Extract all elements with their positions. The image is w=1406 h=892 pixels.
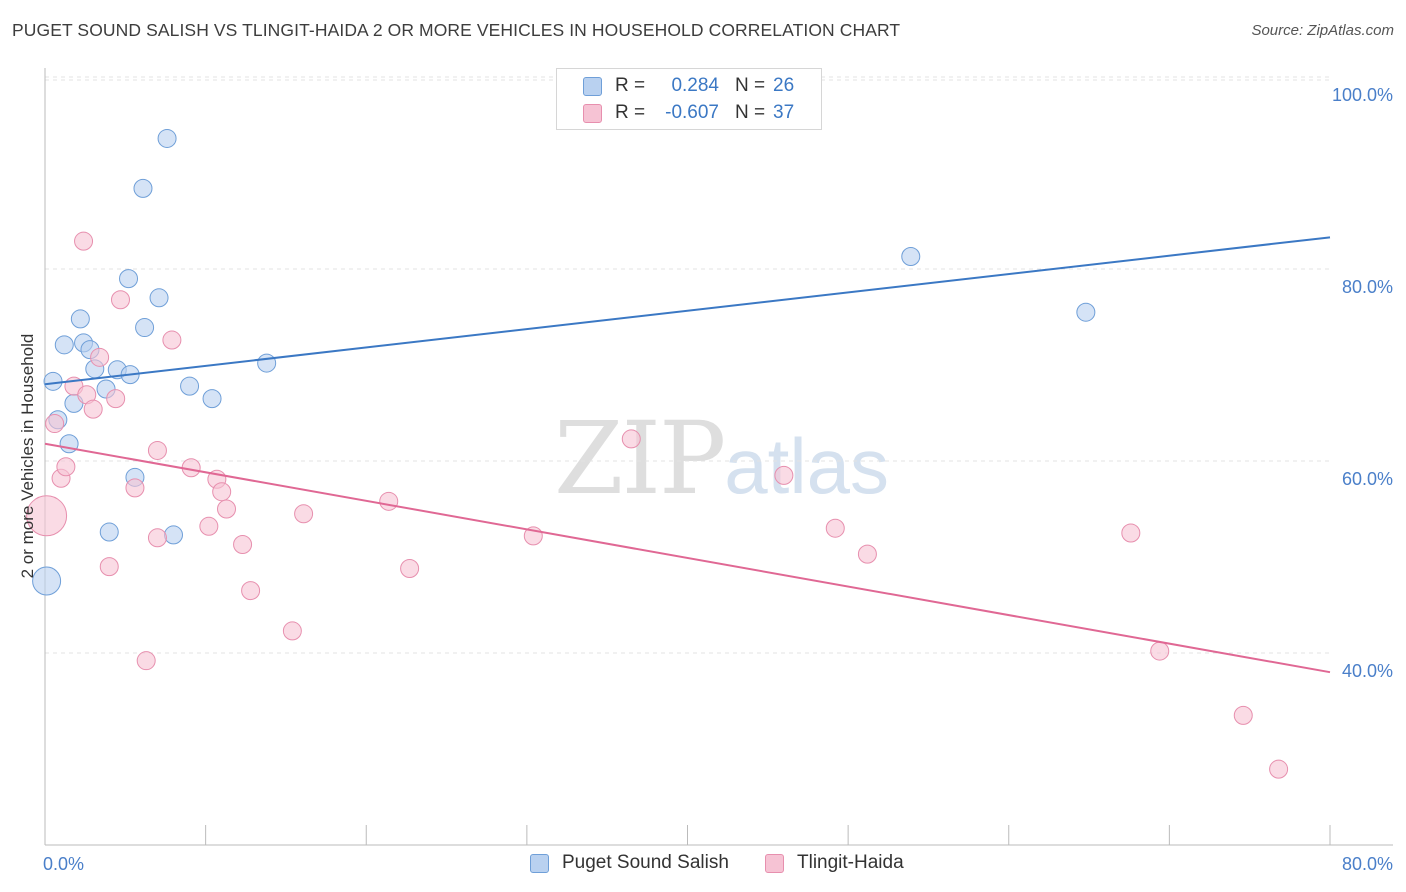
data-point-blue xyxy=(901,247,921,267)
watermark-zip: ZIP xyxy=(554,400,726,517)
data-point-pink xyxy=(212,482,232,502)
series-legend: Puget Sound Salish Tlingit-Haida xyxy=(0,851,1406,879)
data-point-pink xyxy=(83,399,103,419)
data-point-pink xyxy=(147,528,167,548)
data-point-blue xyxy=(43,371,63,391)
r-label: R = xyxy=(615,75,646,96)
data-point-pink xyxy=(1150,641,1170,661)
data-point-pink xyxy=(774,465,794,485)
data-point-blue xyxy=(180,376,200,396)
data-point-pink xyxy=(90,347,110,367)
y-tick-label: 60.0% xyxy=(1342,469,1393,489)
data-point-pink xyxy=(147,440,167,460)
data-point-pink xyxy=(1233,705,1253,725)
legend-row-puget-sound-salish: R = 0.284 N = 26 xyxy=(557,74,821,102)
legend-label: Tlingit-Haida xyxy=(797,852,904,873)
r-value: -0.607 xyxy=(665,102,719,123)
y-tick-label: 100.0% xyxy=(1332,85,1393,105)
points-layer xyxy=(26,128,1289,779)
tick-label-layer: 100.0% 80.0% 60.0% 40.0% 0.0% 80.0% xyxy=(43,85,1393,874)
legend-swatch-pink xyxy=(765,854,784,873)
trend-layer xyxy=(44,236,1331,674)
data-point-pink xyxy=(379,491,399,511)
data-point-pink xyxy=(162,330,182,350)
grid-layer xyxy=(45,76,1330,654)
data-point-pink xyxy=(74,231,94,251)
data-point-pink xyxy=(217,499,237,519)
data-point-blue xyxy=(54,335,74,355)
trend-line-blue xyxy=(44,236,1331,386)
x-tick-label: 80.0% xyxy=(1342,854,1393,874)
n-label: N = xyxy=(735,75,766,96)
data-point-blue xyxy=(70,309,90,329)
data-point-blue xyxy=(99,522,119,542)
data-point-pink xyxy=(106,389,126,409)
data-point-pink xyxy=(26,495,68,537)
data-point-pink xyxy=(857,544,877,564)
data-point-blue xyxy=(164,525,183,545)
source-credit: Source: ZipAtlas.com xyxy=(1251,22,1394,39)
watermark: ZIPatlas xyxy=(554,400,889,517)
data-point-blue xyxy=(135,318,155,338)
data-point-pink xyxy=(282,621,302,641)
data-point-blue xyxy=(149,288,169,308)
data-point-pink xyxy=(233,535,253,555)
legend-swatch-pink xyxy=(583,104,602,123)
data-point-pink xyxy=(45,414,65,434)
data-point-blue xyxy=(202,389,222,409)
data-point-pink xyxy=(99,557,119,577)
data-point-pink xyxy=(621,429,641,449)
chart-title: PUGET SOUND SALISH VS TLINGIT-HAIDA 2 OR… xyxy=(12,20,901,40)
data-point-blue xyxy=(133,178,153,198)
data-point-blue xyxy=(157,128,177,148)
data-point-blue xyxy=(32,566,62,596)
y-axis-label: 2 or more Vehicles in Household xyxy=(18,333,37,579)
data-point-pink xyxy=(241,581,261,601)
legend-row-tlingit-haida: R = -0.607 N = 37 xyxy=(557,101,821,129)
data-point-pink xyxy=(294,504,314,524)
data-point-pink xyxy=(400,559,420,579)
r-label: R = xyxy=(615,102,646,123)
y-tick-label: 40.0% xyxy=(1342,661,1393,681)
axis-layer xyxy=(44,68,1393,846)
data-point-pink xyxy=(56,457,76,477)
n-value: 37 xyxy=(773,102,795,123)
n-value: 26 xyxy=(773,75,795,96)
data-point-blue xyxy=(1076,302,1096,322)
legend-swatch-blue xyxy=(583,77,602,96)
legend-label: Puget Sound Salish xyxy=(562,852,729,873)
data-point-pink xyxy=(199,516,219,536)
data-point-pink xyxy=(825,518,845,538)
x-tick-label: 0.0% xyxy=(43,854,84,874)
trend-line-pink xyxy=(44,442,1331,674)
data-point-blue xyxy=(119,269,139,289)
data-point-pink xyxy=(125,478,145,498)
data-point-blue xyxy=(257,353,277,373)
n-label: N = xyxy=(735,102,766,123)
y-tick-label: 80.0% xyxy=(1342,277,1393,297)
legend-swatch-blue xyxy=(530,854,549,873)
r-value: 0.284 xyxy=(671,75,719,96)
data-point-pink xyxy=(110,290,130,310)
data-point-pink xyxy=(1269,759,1289,779)
data-point-pink xyxy=(136,651,156,671)
data-point-pink xyxy=(1121,523,1141,543)
watermark-atlas: atlas xyxy=(724,422,890,510)
correlation-legend: R = 0.284 N = 26 R = -0.607 N = 37 xyxy=(556,68,822,130)
